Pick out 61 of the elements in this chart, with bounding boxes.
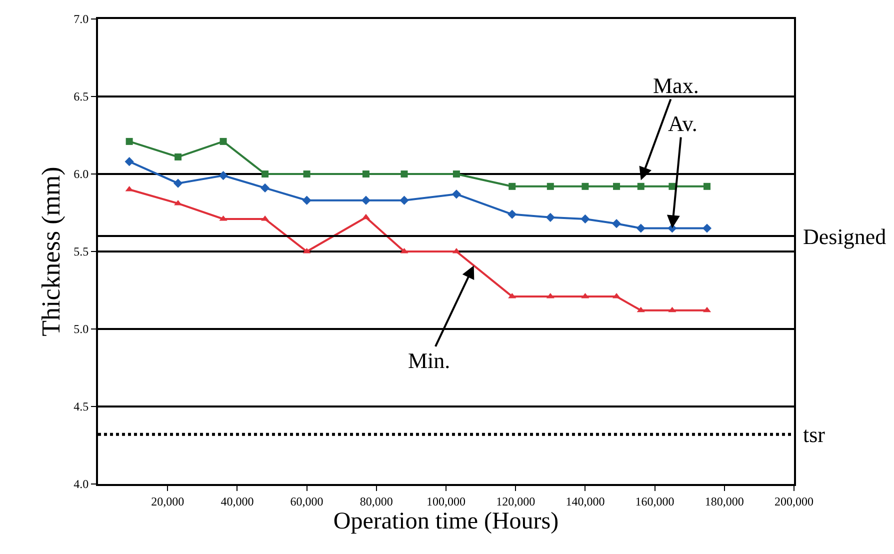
point [126, 138, 133, 145]
x-tick-label: 120,000 [496, 494, 536, 508]
x-tick-label: 40,000 [220, 494, 254, 508]
x-tick-label: 20,000 [151, 494, 184, 508]
x-axis-title: Operation time (Hours) [333, 508, 559, 534]
y-tick-label: 5.0 [74, 322, 89, 336]
point [581, 292, 590, 298]
point [452, 190, 461, 199]
point [668, 182, 676, 190]
point [174, 153, 182, 160]
x-tick-label: 200,000 [774, 494, 814, 508]
point [173, 178, 183, 188]
ref-line-label: Designed [803, 224, 886, 249]
point [546, 292, 554, 298]
point [302, 196, 312, 205]
point [582, 182, 589, 190]
point [508, 182, 516, 190]
y-tick-label: 5.5 [74, 244, 89, 259]
x-tick-label: 180,000 [704, 494, 744, 508]
point [400, 196, 409, 205]
point [580, 214, 590, 224]
x-tick-label: 160,000 [635, 494, 674, 508]
point [546, 212, 555, 222]
point [361, 196, 371, 205]
point [508, 210, 517, 219]
point [262, 170, 269, 178]
point [400, 170, 408, 178]
point [546, 182, 554, 190]
x-tick-label: 100,000 [426, 494, 466, 508]
point [508, 292, 516, 298]
y-tick-label: 6.0 [74, 167, 89, 182]
point [220, 138, 227, 145]
point [260, 183, 270, 192]
point [668, 306, 676, 312]
x-tick-label: 60,000 [290, 494, 324, 508]
x-tick-label: 80,000 [360, 494, 393, 508]
point [362, 170, 370, 178]
y-axis-title: Thickness (mm) [36, 166, 66, 336]
point [219, 215, 228, 221]
y-tick-label: 4.0 [74, 477, 89, 492]
point [124, 157, 134, 166]
point [636, 224, 646, 233]
point [704, 182, 710, 190]
point [218, 171, 228, 180]
y-tick-label: 6.5 [74, 90, 89, 104]
annotation: Av. [668, 111, 698, 136]
point [637, 182, 644, 190]
annotation: Min. [408, 348, 450, 373]
annotation: Max. [653, 73, 699, 98]
y-tick-label: 4.5 [74, 400, 89, 414]
point [613, 182, 620, 190]
point [452, 170, 460, 178]
ref-line-label: tsr [803, 422, 826, 447]
point [636, 306, 645, 312]
point [261, 215, 270, 221]
x-tick-label: 140,000 [566, 494, 605, 508]
point [702, 224, 712, 233]
y-tick-label: 7.0 [74, 12, 89, 26]
point [303, 170, 310, 178]
point [612, 219, 622, 228]
point [362, 214, 370, 220]
